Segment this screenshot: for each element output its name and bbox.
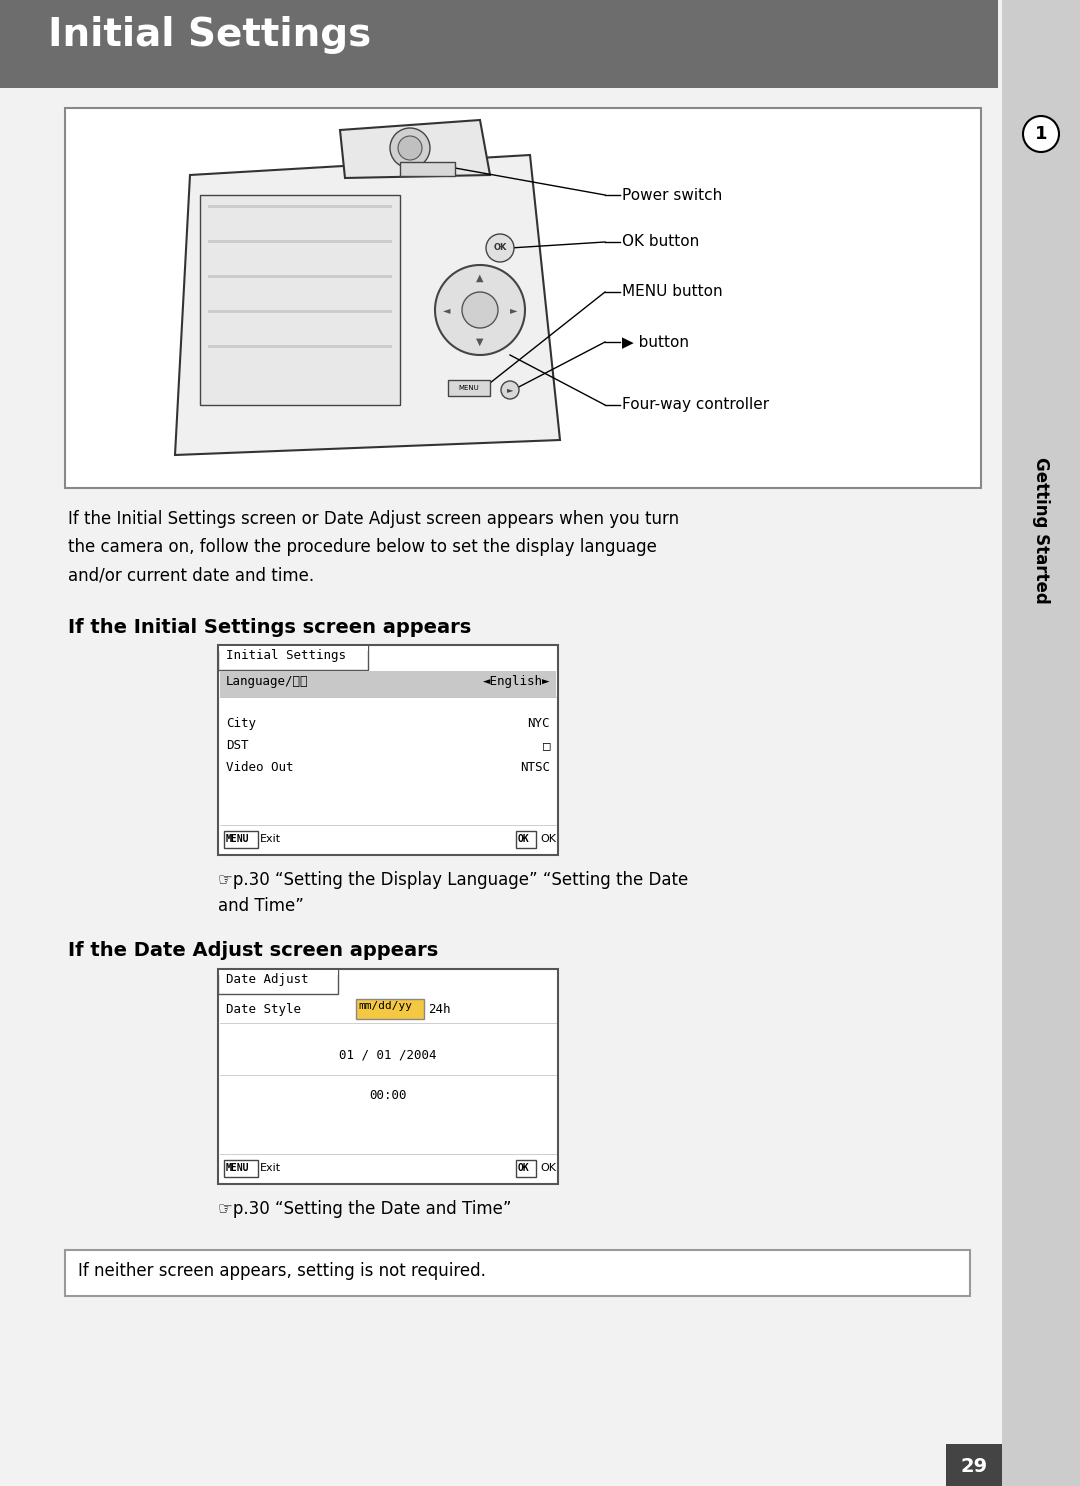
Text: mm/dd/yy: mm/dd/yy	[357, 1002, 411, 1010]
Text: Getting Started: Getting Started	[1032, 456, 1050, 603]
Text: OK button: OK button	[622, 235, 699, 250]
Text: ▶ button: ▶ button	[622, 334, 689, 349]
Bar	[200, 195, 400, 406]
Text: OK: OK	[540, 1164, 556, 1172]
Text: If neither screen appears, setting is not required.: If neither screen appears, setting is no…	[78, 1262, 486, 1279]
Text: ▼: ▼	[476, 337, 484, 348]
Text: NTSC: NTSC	[519, 761, 550, 774]
Text: OK: OK	[540, 834, 556, 844]
Bar	[0, 0, 998, 88]
Text: ☞p.30 “Setting the Date and Time”: ☞p.30 “Setting the Date and Time”	[218, 1201, 512, 1219]
Bar	[208, 311, 392, 314]
Circle shape	[486, 233, 514, 262]
Text: Date Adjust: Date Adjust	[226, 973, 309, 987]
Bar	[448, 380, 490, 395]
Bar	[219, 970, 338, 975]
Text: 01 / 01 /2004: 01 / 01 /2004	[339, 1049, 436, 1062]
Bar	[224, 1161, 258, 1177]
Circle shape	[399, 137, 422, 160]
Text: Language/言語: Language/言語	[226, 675, 309, 688]
Circle shape	[462, 293, 498, 328]
Bar	[946, 1444, 1002, 1486]
Text: If the Initial Settings screen appears: If the Initial Settings screen appears	[68, 618, 471, 637]
Text: ▲: ▲	[476, 273, 484, 282]
Text: Initial Settings: Initial Settings	[48, 16, 372, 53]
Bar	[208, 241, 392, 244]
Text: Initial Settings: Initial Settings	[226, 649, 346, 661]
Text: and/or current date and time.: and/or current date and time.	[68, 566, 314, 584]
Text: DST: DST	[226, 739, 248, 752]
Bar	[356, 999, 424, 1019]
Text: Power switch: Power switch	[622, 187, 723, 202]
Circle shape	[1023, 116, 1059, 152]
Text: Exit: Exit	[260, 1164, 281, 1172]
Bar	[218, 969, 558, 1184]
Text: ►: ►	[510, 305, 517, 315]
Polygon shape	[340, 120, 490, 178]
Text: MENU button: MENU button	[622, 284, 723, 300]
Bar	[208, 205, 392, 208]
Text: OK: OK	[494, 244, 507, 253]
Text: OK: OK	[518, 834, 530, 844]
Bar	[208, 345, 392, 348]
Text: OK: OK	[518, 1164, 530, 1172]
Text: If the Date Adjust screen appears: If the Date Adjust screen appears	[68, 941, 438, 960]
Text: MENU: MENU	[226, 834, 249, 844]
Bar	[208, 275, 392, 278]
Text: □: □	[542, 739, 550, 752]
Bar	[218, 969, 338, 994]
Text: 1: 1	[1035, 125, 1048, 143]
Text: the camera on, follow the procedure below to set the display language: the camera on, follow the procedure belo…	[68, 538, 657, 556]
Text: MENU: MENU	[459, 385, 480, 391]
Bar	[218, 645, 558, 854]
Bar	[224, 831, 258, 849]
Text: Video Out: Video Out	[226, 761, 294, 774]
Text: Four-way controller: Four-way controller	[622, 397, 769, 413]
Bar	[400, 162, 455, 175]
Text: ◄: ◄	[443, 305, 450, 315]
Bar	[65, 1250, 970, 1296]
Bar	[220, 672, 556, 697]
Bar	[516, 831, 536, 849]
Text: Date Style: Date Style	[226, 1003, 301, 1016]
Bar	[219, 646, 368, 651]
Circle shape	[501, 380, 519, 400]
Text: and Time”: and Time”	[218, 898, 303, 915]
Text: Exit: Exit	[260, 834, 281, 844]
Text: If the Initial Settings screen or Date Adjust screen appears when you turn: If the Initial Settings screen or Date A…	[68, 510, 679, 528]
Bar	[1002, 0, 1080, 1486]
Bar	[65, 108, 981, 487]
Bar	[516, 1161, 536, 1177]
Circle shape	[435, 265, 525, 355]
Text: MENU: MENU	[226, 1164, 249, 1172]
Text: 29: 29	[960, 1456, 987, 1476]
Text: ☞p.30 “Setting the Display Language” “Setting the Date: ☞p.30 “Setting the Display Language” “Se…	[218, 871, 688, 889]
Text: 00:00: 00:00	[369, 1089, 407, 1103]
Text: City: City	[226, 718, 256, 730]
Text: ◄English►: ◄English►	[483, 675, 550, 688]
Circle shape	[390, 128, 430, 168]
Polygon shape	[175, 155, 561, 455]
Text: 24h: 24h	[428, 1003, 450, 1016]
Bar	[218, 645, 368, 670]
Text: ►: ►	[507, 385, 513, 394]
Text: NYC: NYC	[527, 718, 550, 730]
